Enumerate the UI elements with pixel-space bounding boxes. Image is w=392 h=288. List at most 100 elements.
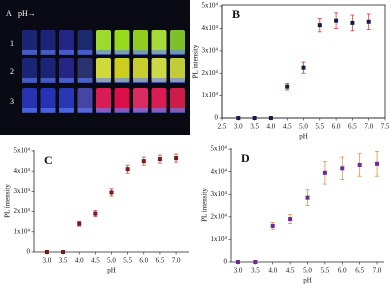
photo-title: A — [6, 9, 12, 18]
vial-rim — [133, 50, 148, 55]
point — [285, 84, 290, 89]
point — [252, 116, 257, 120]
vial — [40, 88, 56, 112]
vial-rim — [96, 108, 111, 113]
x-tick-label: 4.5 — [91, 257, 100, 265]
point — [305, 195, 310, 200]
x-tick-label: 7.0 — [172, 257, 181, 265]
vial — [114, 58, 130, 82]
panel-title: D — [241, 151, 250, 165]
x-axis-label: pH — [303, 277, 312, 285]
vial — [170, 58, 185, 82]
x-tick-label: 5.0 — [299, 123, 308, 131]
vial — [151, 88, 167, 112]
y-tick-label: 1x10⁴ — [211, 235, 228, 243]
x-tick-label: 4.0 — [268, 267, 277, 275]
x-tick-label: 3.0 — [234, 267, 243, 275]
vial-rim — [40, 78, 56, 83]
vial — [77, 58, 93, 82]
point — [44, 250, 49, 254]
vial — [133, 58, 148, 82]
y-tick-label: 5x10⁴ — [211, 145, 228, 153]
vial — [40, 30, 56, 54]
vial-rim — [114, 50, 130, 55]
vial — [96, 58, 111, 82]
vial-rim — [170, 108, 185, 113]
point — [77, 221, 82, 226]
y-axis-label: PL intensity — [4, 184, 12, 218]
x-tick-label: 5.5 — [123, 257, 132, 265]
point — [125, 167, 130, 172]
y-tick-label: 4x10⁴ — [14, 167, 31, 175]
vial-rim — [22, 50, 37, 55]
vial — [96, 30, 111, 54]
y-axis-label: PL intensity — [192, 44, 200, 78]
x-tick-label: 4.5 — [283, 123, 292, 131]
y-tick-label: 3x10⁴ — [14, 187, 31, 195]
vial-rim — [22, 108, 37, 113]
vial — [22, 30, 37, 54]
y-tick-label: 2x10⁴ — [14, 207, 31, 215]
y-tick-label: 0 — [224, 258, 228, 266]
vial-rim — [59, 50, 74, 55]
vial — [133, 88, 148, 112]
y-tick-label: 2x10⁴ — [211, 212, 228, 220]
y-tick-label: 3x10⁴ — [211, 190, 228, 198]
x-tick-label: 6.5 — [355, 267, 364, 275]
vial-rim — [151, 50, 167, 55]
y-tick-label: 0 — [215, 114, 219, 122]
vial-rim — [22, 78, 37, 83]
vial-rim — [77, 78, 93, 83]
x-tick-label: 7.5 — [381, 123, 390, 131]
x-tick-label: 3.0 — [43, 257, 52, 265]
vial-rim — [151, 108, 167, 113]
point — [109, 190, 114, 195]
x-tick-label: 4.5 — [286, 267, 295, 275]
y-tick-label: 0 — [27, 248, 31, 256]
point — [270, 223, 275, 228]
y-tick-label: 5x10⁴ — [14, 147, 31, 155]
vial-rim — [114, 78, 130, 83]
x-tick-label: 5.0 — [107, 257, 116, 265]
vial — [77, 88, 93, 112]
vial — [22, 58, 37, 82]
vial-rim — [96, 50, 111, 55]
row-label: 2 — [10, 67, 14, 76]
vial-rim — [59, 108, 74, 113]
y-tick-label: 1x10⁴ — [202, 91, 219, 99]
x-tick-label: 3.5 — [59, 257, 68, 265]
plot-frame — [221, 4, 386, 119]
x-tick-label: 6.5 — [348, 123, 357, 131]
vial-rim — [40, 108, 56, 113]
x-tick-label: 4.0 — [267, 123, 276, 131]
vial — [114, 88, 130, 112]
point — [141, 159, 146, 164]
x-tick-label: 6.0 — [139, 257, 148, 265]
row-label: 3 — [10, 97, 14, 106]
vial — [59, 88, 74, 112]
vial-rim — [151, 78, 167, 83]
x-tick-label: 2.5 — [218, 123, 227, 131]
vial — [170, 88, 185, 112]
y-tick-label: 4x10⁴ — [211, 167, 228, 175]
point — [93, 211, 98, 216]
x-tick-label: 5.5 — [315, 123, 324, 131]
point — [317, 23, 322, 28]
point — [235, 260, 240, 264]
point — [357, 162, 362, 167]
vial — [151, 58, 167, 82]
x-tick-label: 5.0 — [303, 267, 312, 275]
vial — [96, 88, 111, 112]
x-tick-label: 7.0 — [364, 123, 373, 131]
x-tick-label: 5.5 — [321, 267, 330, 275]
point — [375, 161, 380, 166]
panel-title: C — [44, 153, 53, 167]
vial-rim — [77, 108, 93, 113]
point — [340, 166, 345, 171]
y-tick-label: 2x10⁴ — [202, 69, 219, 77]
vial-rim — [96, 78, 111, 83]
vial-rim — [170, 50, 185, 55]
y-tick-label: 5x10⁴ — [202, 2, 219, 10]
x-tick-label: 3.5 — [251, 267, 260, 275]
